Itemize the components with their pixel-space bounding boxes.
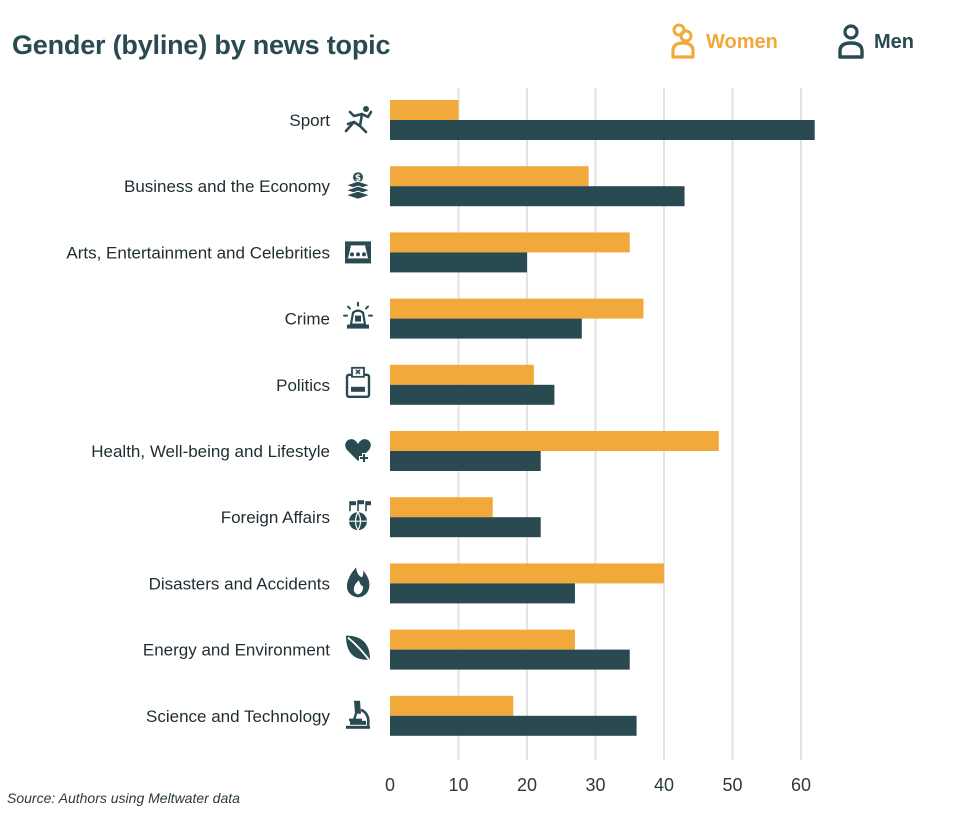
category-label: Arts, Entertainment and Celebrities	[66, 243, 330, 262]
x-tick-label: 0	[385, 775, 395, 795]
category-label: Disasters and Accidents	[149, 574, 330, 593]
legend-women-label: Women	[706, 30, 778, 53]
bars	[390, 100, 815, 736]
bar-women-7	[390, 563, 664, 584]
bar-women-5	[390, 431, 719, 451]
bar-men-4	[390, 384, 555, 405]
theatre-stage-icon	[345, 241, 371, 264]
bar-women-0	[390, 100, 459, 120]
bar-women-1	[390, 166, 589, 187]
bar-men-9	[390, 715, 637, 736]
x-tick-label: 60	[791, 775, 811, 795]
category-label: Crime	[285, 310, 330, 329]
bar-women-9	[390, 695, 514, 716]
category-label: Business and the Economy	[124, 177, 331, 196]
x-tick-label: 40	[654, 775, 674, 795]
category-icons: $	[343, 106, 373, 729]
bar-women-8	[390, 629, 575, 650]
bar-men-3	[390, 318, 582, 339]
source-note: Source: Authors using Meltwater data	[7, 790, 240, 806]
legend-women: Women	[668, 22, 778, 62]
chart-title: Gender (byline) by news topic	[12, 30, 391, 60]
legend-men: Men	[836, 22, 914, 62]
bar-women-2	[390, 232, 630, 253]
x-tick-label: 30	[585, 775, 605, 795]
bar-men-8	[390, 649, 630, 670]
x-axis-ticks: 0 10 20 30 40 50 60	[385, 775, 811, 795]
x-tick-label: 20	[517, 775, 537, 795]
category-label: Sport	[289, 111, 330, 130]
leaf-icon	[346, 635, 373, 665]
bar-men-2	[390, 252, 527, 273]
category-labels: Sport Business and the Economy Arts, Enter…	[66, 111, 330, 726]
category-label: Health, Well-being and Lifestyle	[91, 442, 330, 461]
bar-men-7	[390, 583, 575, 604]
heart-plus-icon	[345, 439, 371, 463]
ballot-box-icon	[345, 366, 371, 398]
bar-men-5	[390, 451, 541, 471]
x-tick-label: 50	[722, 775, 742, 795]
category-label: Foreign Affairs	[221, 508, 330, 527]
bar-women-3	[390, 298, 644, 319]
money-stack-icon: $	[344, 172, 372, 200]
x-tick-label: 10	[448, 775, 468, 795]
legend-men-label: Men	[874, 30, 914, 53]
bar-women-6	[390, 497, 493, 518]
globe-flags-icon	[349, 500, 371, 531]
bar-women-4	[390, 364, 534, 385]
man-icon	[838, 24, 864, 59]
running-athlete-icon	[344, 106, 373, 134]
category-label: Politics	[276, 376, 330, 395]
bar-men-1	[390, 186, 685, 207]
flame-icon	[346, 567, 370, 598]
bar-men-6	[390, 517, 541, 538]
category-label: Energy and Environment	[143, 641, 330, 660]
woman-icon	[671, 23, 695, 59]
svg-text:$: $	[355, 174, 361, 184]
bar-men-0	[390, 120, 815, 140]
siren-icon	[343, 301, 373, 329]
category-label: Science and Technology	[146, 707, 330, 726]
microscope-icon	[346, 700, 370, 729]
